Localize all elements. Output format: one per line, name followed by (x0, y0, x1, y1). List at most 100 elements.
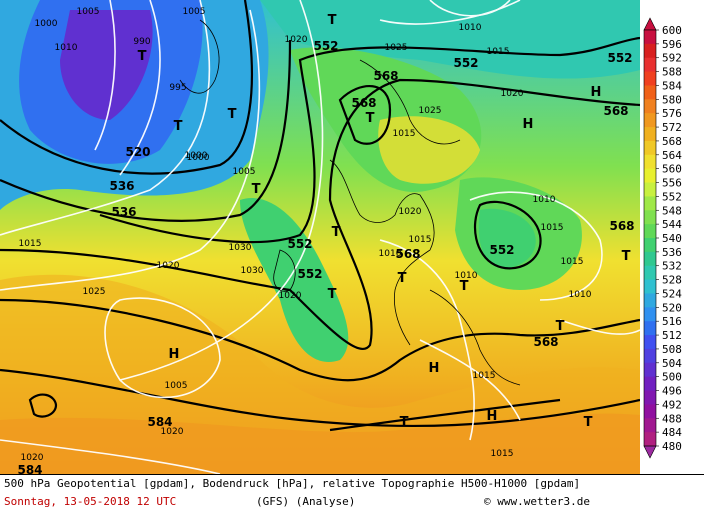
scale-swatch (644, 224, 656, 239)
high-pressure-marker: H (523, 117, 534, 132)
scale-label: 520 (662, 301, 682, 314)
pressure-label: 1020 (285, 35, 308, 45)
scale-label: 484 (662, 426, 682, 439)
pressure-label: 1010 (459, 23, 482, 33)
scale-label: 584 (662, 79, 682, 92)
scale-swatch (644, 99, 656, 114)
scale-label: 548 (662, 204, 682, 217)
pressure-label: 1020 (157, 261, 180, 271)
pressure-label: 1020 (399, 207, 422, 217)
low-pressure-marker: T (332, 225, 341, 240)
scale-swatch (644, 376, 656, 392)
low-pressure-marker: T (174, 119, 183, 134)
scale-swatch (644, 404, 656, 419)
pressure-label: 1025 (419, 106, 442, 116)
pressure-label: 1020 (279, 291, 302, 301)
scale-swatch (644, 390, 656, 405)
scale-label: 540 (662, 232, 682, 245)
geopotential-label: 568 (603, 104, 628, 118)
scale-swatch (644, 279, 656, 294)
pressure-label: 1015 (393, 129, 416, 139)
pressure-label: 1005 (183, 7, 206, 17)
high-pressure-marker: H (169, 347, 180, 362)
geopotential-label: 568 (351, 96, 376, 110)
pressure-label: 1015 (541, 223, 564, 233)
scale-label: 516 (662, 315, 682, 328)
scale-swatch (644, 348, 656, 364)
scale-label: 532 (662, 260, 682, 273)
scale-swatch (644, 251, 656, 267)
pressure-label: 1000 (35, 19, 58, 29)
map-description: 500 hPa Geopotential [gpdam], Bodendruck… (4, 477, 581, 490)
scale-swatch (644, 85, 656, 100)
scale-label: 576 (662, 107, 682, 120)
geopotential-label: 568 (609, 219, 634, 233)
low-pressure-marker: T (252, 182, 261, 197)
geopotential-label: 520 (125, 145, 150, 159)
geopotential-label: 552 (313, 39, 338, 53)
pressure-label: 1030 (229, 243, 252, 253)
scale-label: 588 (662, 66, 682, 79)
geopotential-label: 568 (373, 69, 398, 83)
scale-label: 492 (662, 398, 682, 411)
scale-label: 500 (662, 371, 682, 384)
scale-swatch (644, 182, 656, 197)
pressure-label: 1015 (473, 371, 496, 381)
scale-swatch (644, 127, 656, 142)
scale-label: 528 (662, 274, 682, 287)
scale-label: 536 (662, 246, 682, 259)
scale-label: 508 (662, 343, 682, 356)
scale-swatch (644, 362, 656, 378)
low-pressure-marker: T (584, 415, 593, 430)
scale-label: 496 (662, 385, 682, 398)
geopotential-label: 552 (297, 267, 322, 281)
scale-label: 552 (662, 190, 682, 203)
model-info: (GFS) (Analyse) (256, 495, 356, 508)
scale-label: 572 (662, 121, 682, 134)
geopotential-label: 584 (147, 415, 172, 429)
pressure-label: 1015 (491, 449, 514, 459)
copyright: © www.wetter3.de (484, 495, 590, 508)
geopotential-label: 552 (453, 56, 478, 70)
low-pressure-marker: T (622, 249, 631, 264)
scale-swatch (644, 154, 656, 170)
pressure-label: 1005 (77, 7, 100, 17)
pressure-label: 1000 (187, 153, 210, 163)
pressure-label: 1015 (409, 235, 432, 245)
high-pressure-marker: H (429, 361, 440, 376)
pressure-label: 1015 (19, 239, 42, 249)
scale-label: 560 (662, 163, 682, 176)
scale-label: 600 (662, 24, 682, 37)
pressure-label: 1015 (561, 257, 584, 267)
high-pressure-marker: H (591, 85, 602, 100)
scale-swatch (644, 238, 656, 253)
map-date: Sonntag, 13-05-2018 12 UTC (4, 495, 177, 508)
pressure-label: 1000 (185, 151, 208, 161)
geopotential-label: 584 (17, 463, 42, 474)
scale-label: 488 (662, 412, 682, 425)
geopotential-label: 568 (533, 335, 558, 349)
pressure-label: 1025 (83, 287, 106, 297)
pressure-label: 1010 (55, 43, 78, 53)
low-pressure-marker: T (138, 49, 147, 64)
scale-label: 524 (662, 287, 682, 300)
pressure-label: 1020 (161, 427, 184, 437)
high-pressure-marker: H (487, 409, 498, 424)
scale-label: 556 (662, 177, 682, 190)
scale-swatch (644, 321, 656, 336)
pressure-label: 1005 (165, 381, 188, 391)
color-scale-bar: 6005965925885845805765725685645605565525… (643, 17, 682, 459)
pressure-label: 1010 (455, 271, 478, 281)
scale-swatch (644, 265, 656, 281)
scale-swatch (644, 140, 656, 156)
pressure-label: 995 (169, 83, 186, 93)
scale-swatch (644, 418, 656, 433)
scale-swatch (644, 210, 656, 225)
scale-label: 568 (662, 135, 682, 148)
low-pressure-marker: T (556, 319, 565, 334)
pressure-label: 1020 (21, 453, 44, 463)
pressure-label: 1010 (569, 290, 592, 300)
scale-label: 592 (662, 52, 682, 65)
scale-swatch (644, 307, 656, 322)
scale-top-arrow (643, 17, 657, 31)
